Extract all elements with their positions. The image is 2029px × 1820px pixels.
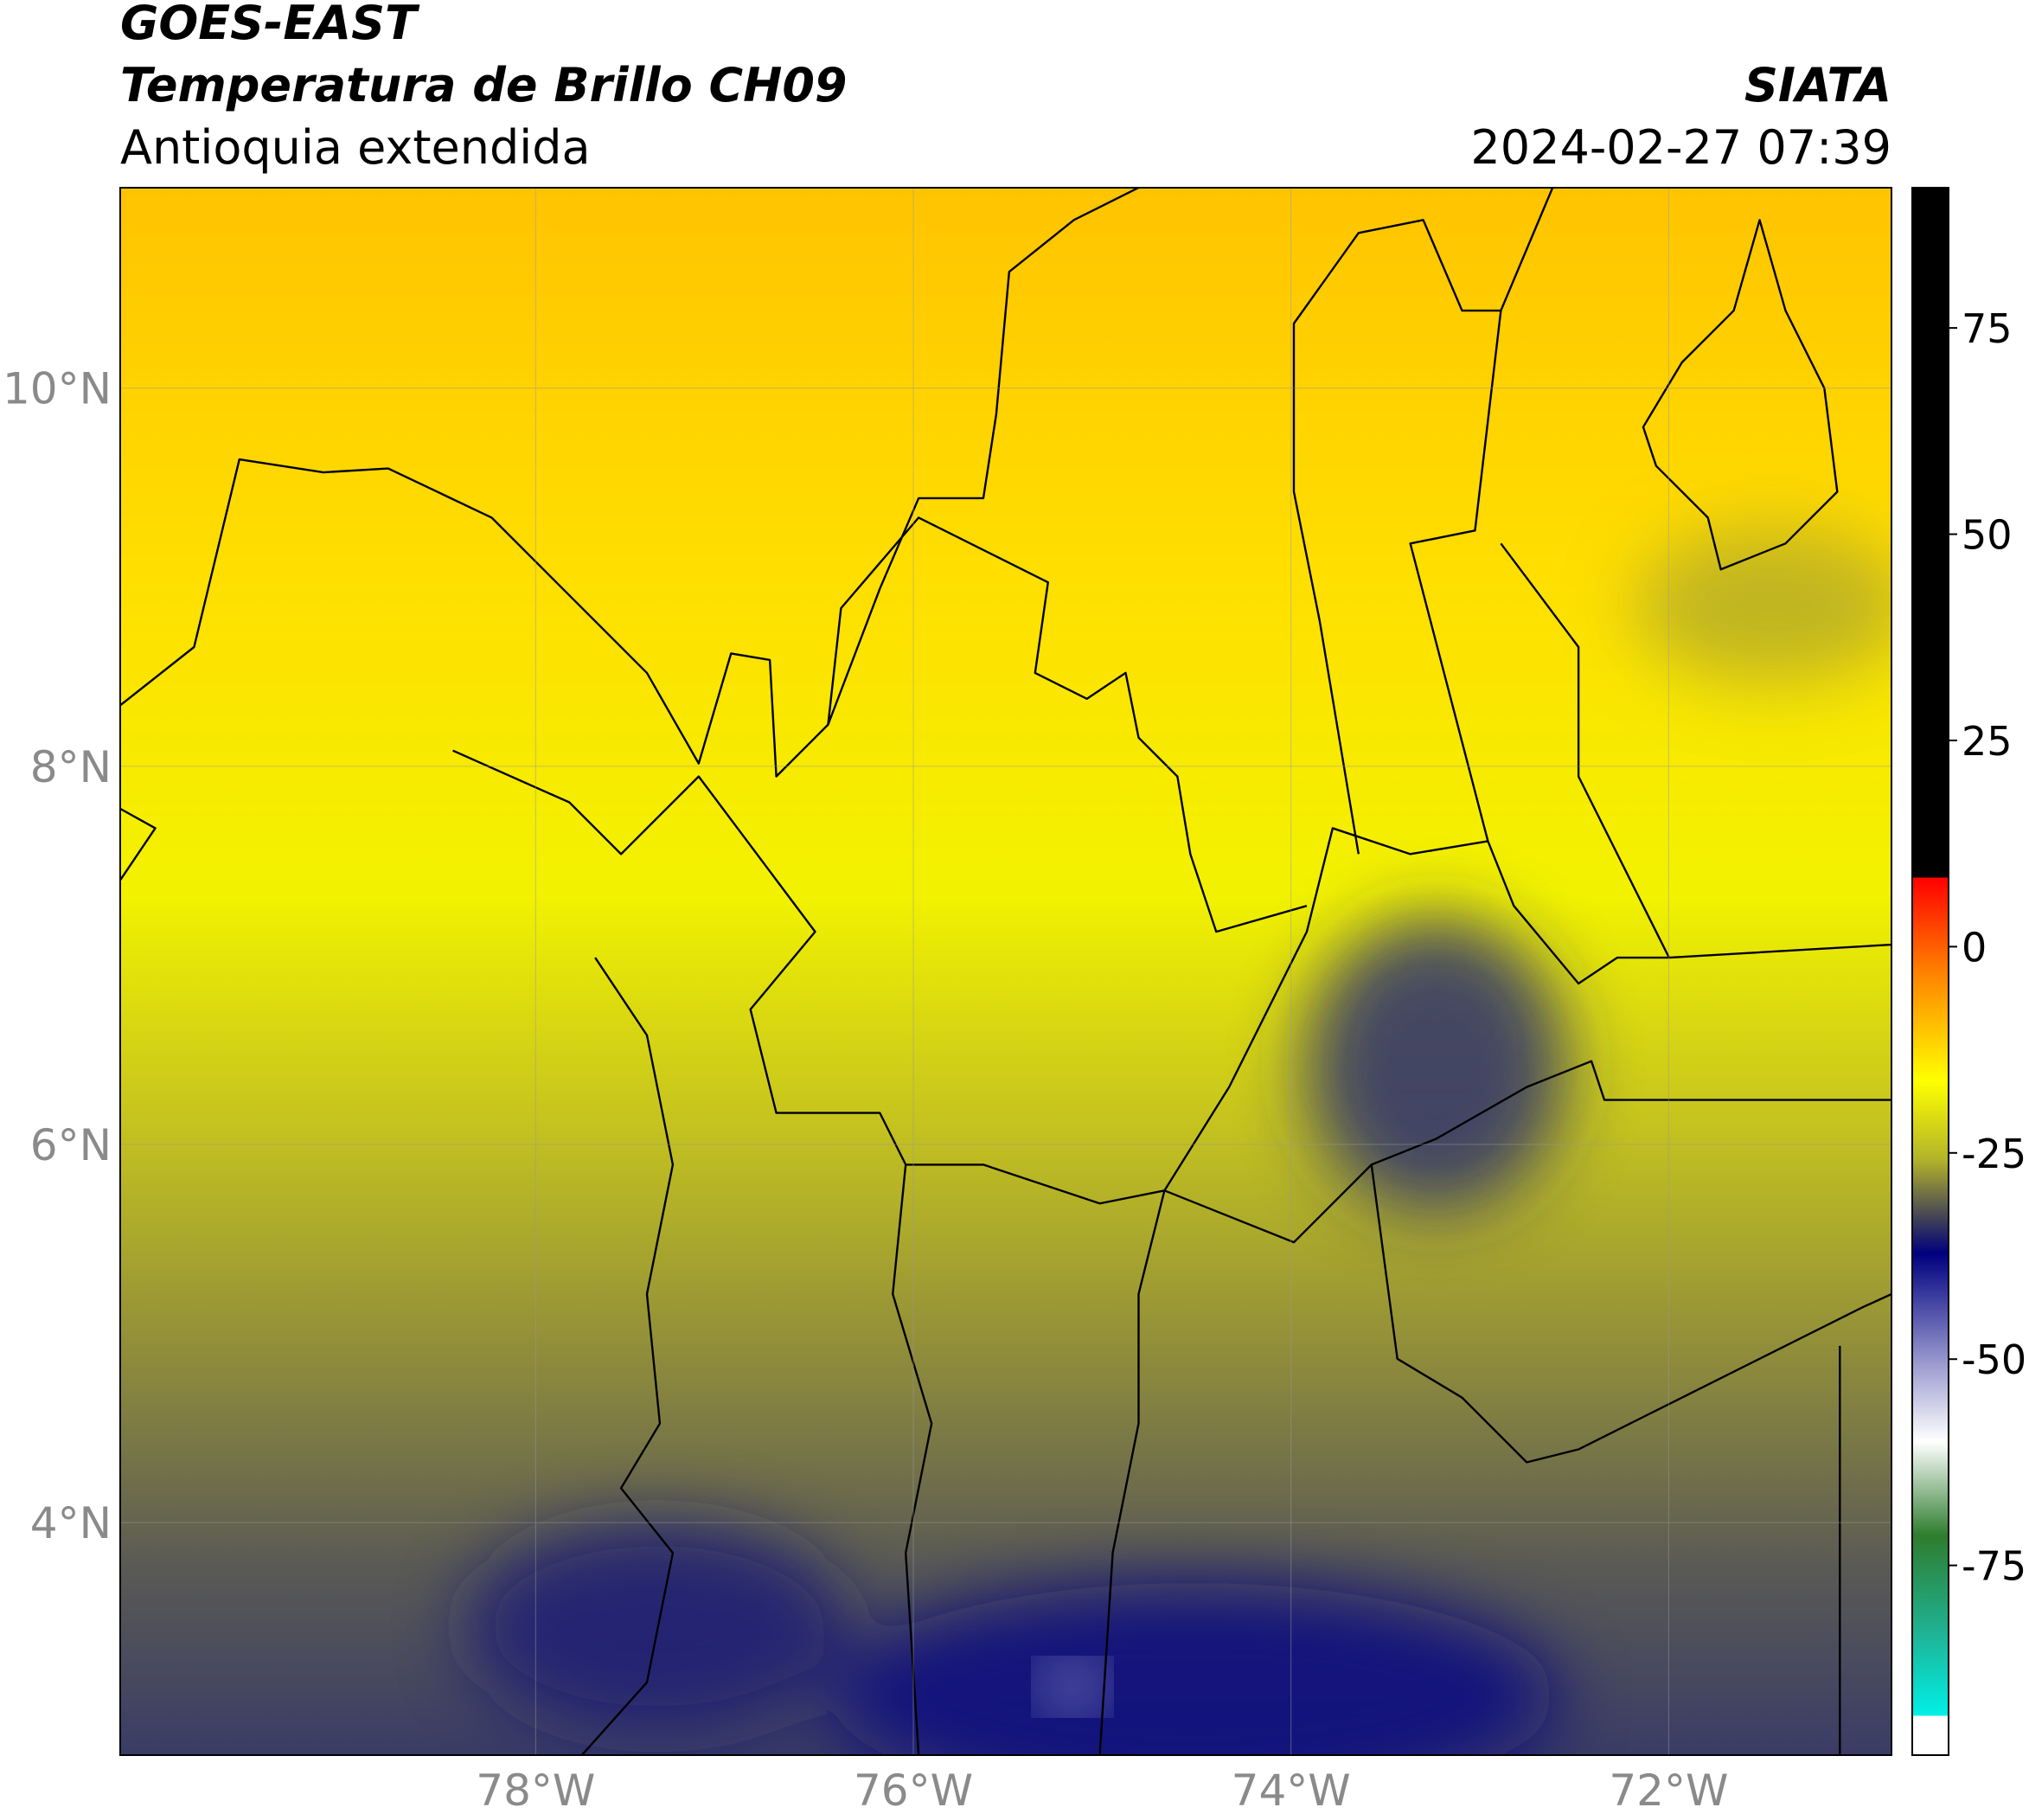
colorbar-tick-label: -25 [1962,1131,2026,1177]
colorbar-tick-label: 50 [1962,512,2013,559]
map-image [120,188,1891,1755]
colorbar-tick-label: 0 [1962,924,1987,971]
x-tick-label: 74°W [1232,1766,1351,1816]
gridlines [120,188,1891,1755]
region: Antioquia extendida [120,120,591,175]
datetime: 2024-02-27 07:39 [1470,120,1891,175]
x-tick-label: 78°W [476,1766,595,1816]
colorbar-tick-label: 25 [1962,718,2013,765]
borders [120,188,1891,1755]
map-frame [119,187,1892,1756]
y-tick-label: 10°N [3,364,112,414]
x-tick-label: 76°W [854,1766,973,1816]
colorbar-tick-label: -75 [1962,1543,2026,1590]
colorbar [1911,187,1949,1756]
subtitle: Temperatura de Brillo CH09 [120,58,848,112]
colorbar-tick-label: 75 [1962,305,2013,352]
y-tick-label: 4°N [30,1498,112,1548]
y-tick-label: 6°N [30,1120,112,1170]
colorbar-tick-label: -50 [1962,1336,2026,1383]
x-tick-label: 72°W [1609,1766,1728,1816]
title: GOES-EAST [120,0,420,50]
source: SIATA [1744,58,1891,112]
y-tick-label: 8°N [30,742,112,792]
